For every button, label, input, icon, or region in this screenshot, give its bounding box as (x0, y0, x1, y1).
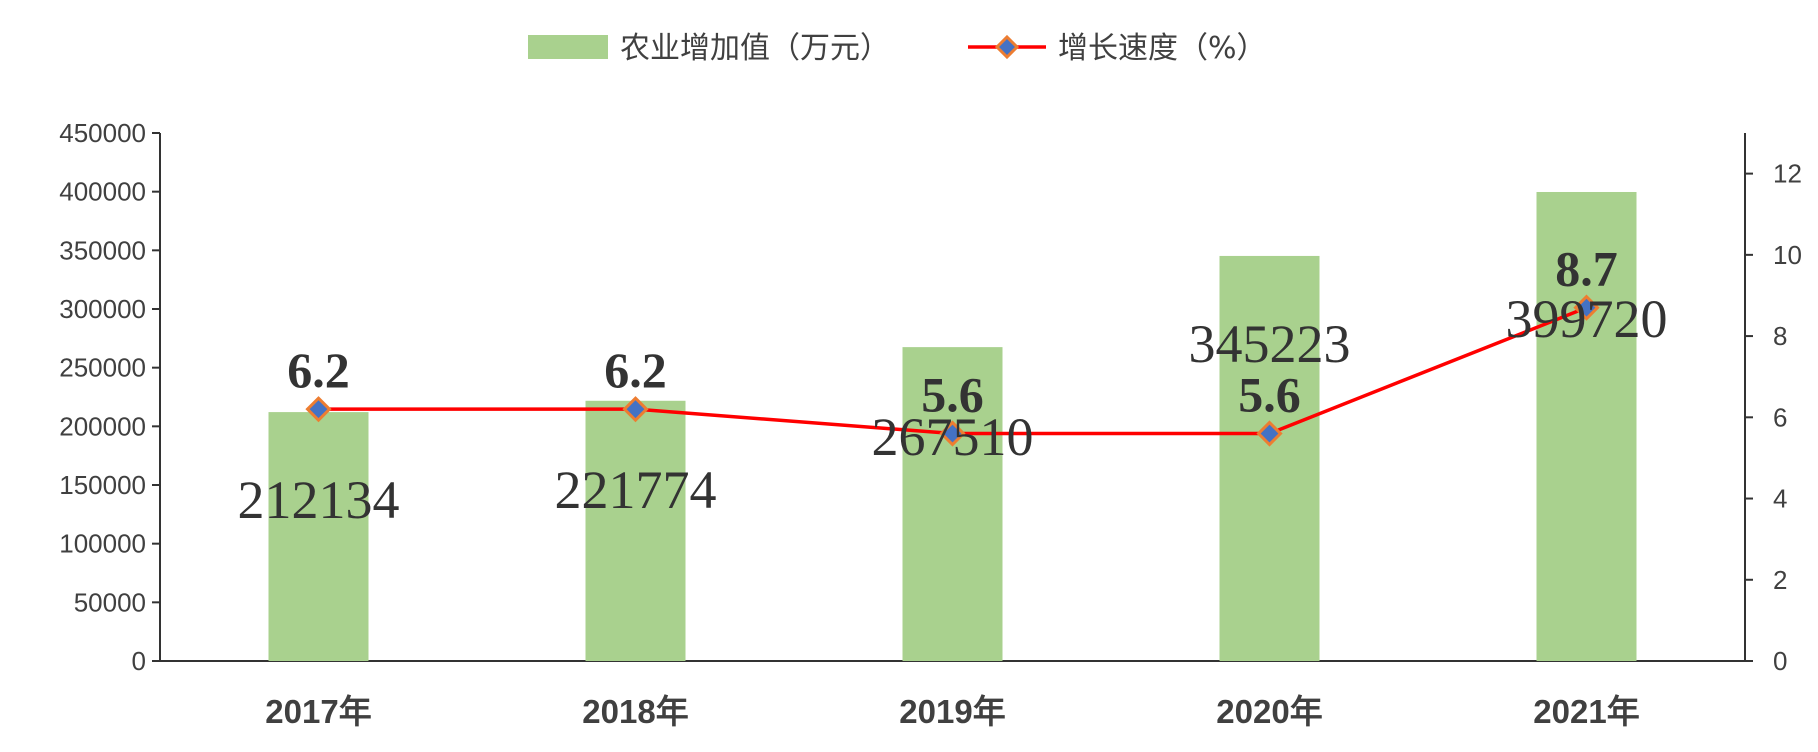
y-left-tick-label: 400000 (59, 177, 146, 207)
bar-value-label: 221774 (555, 460, 717, 520)
y-left-tick-label: 100000 (59, 529, 146, 559)
bar (268, 412, 369, 661)
legend-bar-label: 农业增加值（万元） (620, 31, 890, 66)
y-left-tick-label: 300000 (59, 294, 146, 324)
y-left-tick-label: 450000 (59, 118, 146, 148)
y-left-tick-label: 50000 (74, 587, 146, 617)
bar-series (268, 191, 1637, 662)
bar (1219, 255, 1320, 661)
bar (902, 347, 1003, 661)
y-right-tick-label: 4 (1773, 484, 1787, 514)
legend: 农业增加值（万元） 增长速度（%） (528, 31, 1267, 66)
line-point-marker (622, 396, 649, 423)
line-point-marker (305, 396, 332, 423)
bar (585, 400, 686, 661)
y-right-tick-label: 0 (1773, 646, 1787, 676)
y-left-tick-label: 200000 (59, 411, 146, 441)
x-tick-label: 2019年 (899, 693, 1005, 730)
line-point-marker (939, 420, 966, 447)
legend-line-label: 增长速度（%） (1058, 31, 1267, 66)
line-series (305, 294, 1600, 447)
legend-line-marker (994, 34, 1020, 60)
line-point-marker (1256, 420, 1283, 447)
line-value-label: 6.2 (287, 342, 350, 398)
x-tick-label: 2018年 (582, 693, 688, 730)
y-right-tick-label: 6 (1773, 402, 1787, 432)
x-tick-label: 2017年 (265, 693, 371, 730)
data-labels: 212134 221774 267510 345223 399720 6.2 6.2 5.6 5… (238, 241, 1668, 530)
bar (1536, 191, 1637, 662)
axes: 0 50000 100000 150000 200000 250000 300000 3500… (59, 118, 1802, 730)
bar-value-label: 399720 (1506, 289, 1668, 349)
bar-value-label: 212134 (238, 470, 400, 530)
line-value-label: 5.6 (1238, 367, 1301, 423)
y-right-tick-label: 12 (1773, 159, 1802, 189)
bar-value-label: 345223 (1189, 314, 1351, 374)
bar-value-label: 267510 (872, 407, 1034, 467)
line-value-label: 5.6 (921, 367, 984, 423)
y-left-tick-label: 350000 (59, 235, 146, 265)
y-left-tick-label: 150000 (59, 470, 146, 500)
y-right-tick-label: 8 (1773, 321, 1787, 351)
line-value-label: 8.7 (1555, 241, 1618, 297)
y-right-tick-label: 2 (1773, 565, 1787, 595)
legend-bar-swatch (528, 35, 608, 59)
y-left-tick-label: 0 (132, 646, 146, 676)
line-value-label: 6.2 (604, 342, 667, 398)
y-right-tick-label: 10 (1773, 240, 1802, 270)
x-tick-label: 2020年 (1216, 693, 1322, 730)
line-point-marker (1573, 294, 1600, 321)
x-tick-label: 2021年 (1533, 693, 1639, 730)
y-left-tick-label: 250000 (59, 353, 146, 383)
